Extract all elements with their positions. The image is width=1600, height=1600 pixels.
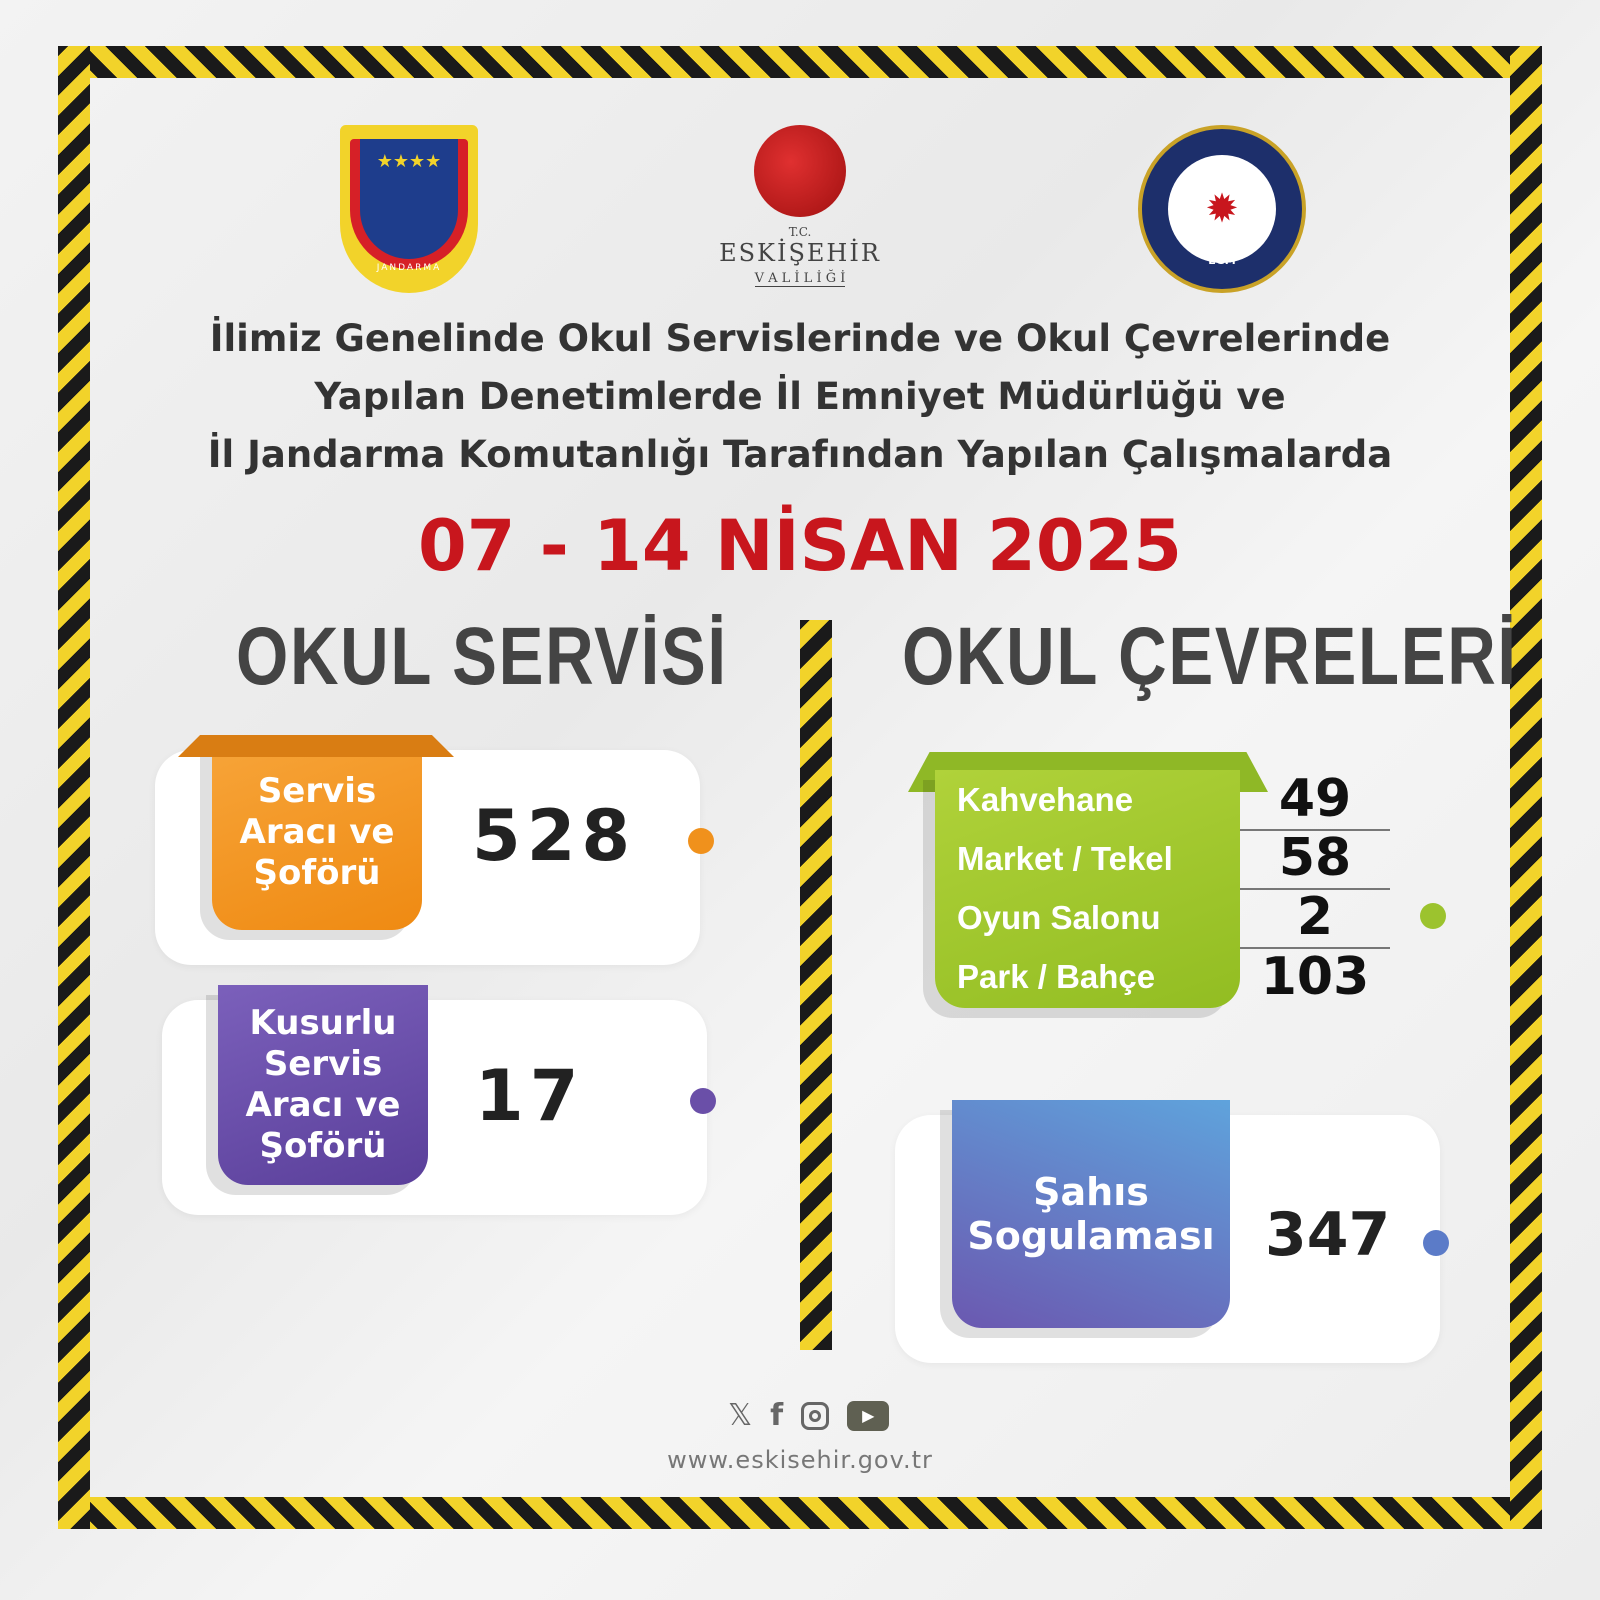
row-value: 58: [1240, 828, 1390, 890]
list-item: Market / Tekel 58: [935, 828, 1395, 890]
valilik-logo: T.C. ESKİŞEHİR V A L İ L İ Ğ İ: [710, 125, 890, 295]
row-label: Oyun Salonu: [957, 898, 1161, 936]
date-range: 07 - 14 NİSAN 2025: [418, 505, 1182, 587]
x-icon[interactable]: 𝕏: [728, 1398, 753, 1433]
heading: İlimiz Genelinde Okul Servislerinde ve O…: [0, 310, 1600, 484]
tag-label: Servis Aracı ve Şoförü: [239, 771, 395, 893]
police-star-icon: ✹: [1168, 155, 1276, 263]
valilik-emblem-icon: [754, 125, 846, 217]
list-item: Park / Bahçe 103: [935, 946, 1395, 1007]
tag-label: Şahıs Sogulaması: [967, 1170, 1215, 1258]
valilik-sub: V A L İ L İ Ğ İ: [754, 271, 846, 287]
bullet-dot: [690, 1088, 716, 1114]
facebook-icon[interactable]: f: [770, 1398, 784, 1433]
tag-label: Kusurlu Servis Aracı ve Şoförü: [245, 1003, 401, 1166]
value-kusurlu-servis: 17: [475, 1055, 585, 1137]
hazard-frame-left: [58, 46, 90, 1529]
row-value: 49: [1240, 769, 1390, 831]
jandarma-logo: ★★★★ JANDARMA: [340, 125, 478, 293]
row-value: 2: [1240, 887, 1390, 949]
bullet-dot: [1420, 903, 1446, 929]
tag-kusurlu-servis: Kusurlu Servis Aracı ve Şoförü: [218, 985, 428, 1185]
hazard-divider: [800, 620, 832, 1350]
bullet-dot: [1423, 1230, 1449, 1256]
row-label: Kahvehane: [957, 780, 1134, 818]
heading-line: İl Jandarma Komutanlığı Tarafından Yapıl…: [207, 433, 1393, 476]
section-title-okul-cevreleri: OKUL ÇEVRELERİ: [902, 611, 1518, 702]
value-sahis-sorgulamasi: 347: [1265, 1200, 1391, 1270]
section-title-okul-servisi: OKUL SERVİSİ: [236, 611, 728, 702]
youtube-icon[interactable]: ▶: [847, 1400, 890, 1431]
row-value: 103: [1260, 946, 1370, 1007]
emniyet-logo: ✹ EGM: [1138, 125, 1306, 293]
tag-ribbon: [178, 735, 454, 757]
bullet-dot: [688, 828, 714, 854]
value-servis-araci: 528: [472, 795, 637, 877]
social-links: 𝕏 f ▶: [728, 1398, 890, 1433]
row-label: Market / Tekel: [957, 839, 1173, 877]
tag-servis-araci: Servis Aracı ve Şoförü: [212, 735, 422, 930]
tag-okul-cevreleri: [935, 770, 1240, 1008]
valilik-name: ESKİŞEHİR: [719, 239, 881, 267]
jandarma-logo-text: JANDARMA: [376, 263, 442, 273]
list-item: Oyun Salonu 2: [935, 887, 1395, 949]
hazard-frame-top: [58, 46, 1542, 78]
hazard-frame-bottom: [58, 1497, 1542, 1529]
website-link[interactable]: www.eskisehir.gov.tr: [667, 1446, 933, 1474]
jandarma-shield: ★★★★ JANDARMA: [350, 139, 468, 273]
list-item: Kahvehane 49: [935, 769, 1395, 831]
heading-line: Yapılan Denetimlerde İl Emniyet Müdürlüğ…: [314, 375, 1286, 418]
tag-sahis-sorgulamasi: Şahıs Sogulaması: [952, 1100, 1230, 1328]
row-label: Park / Bahçe: [957, 957, 1156, 995]
emniyet-abbr: EGM: [1208, 254, 1236, 267]
okul-cevreleri-list: Kahvehane 49 Market / Tekel 58 Oyun Salonu…: [935, 769, 1395, 1007]
valilik-tc: T.C.: [788, 225, 812, 239]
hazard-frame-right: [1510, 46, 1542, 1529]
heading-line: İlimiz Genelinde Okul Servislerinde ve O…: [209, 317, 1391, 360]
instagram-icon[interactable]: [801, 1401, 830, 1430]
